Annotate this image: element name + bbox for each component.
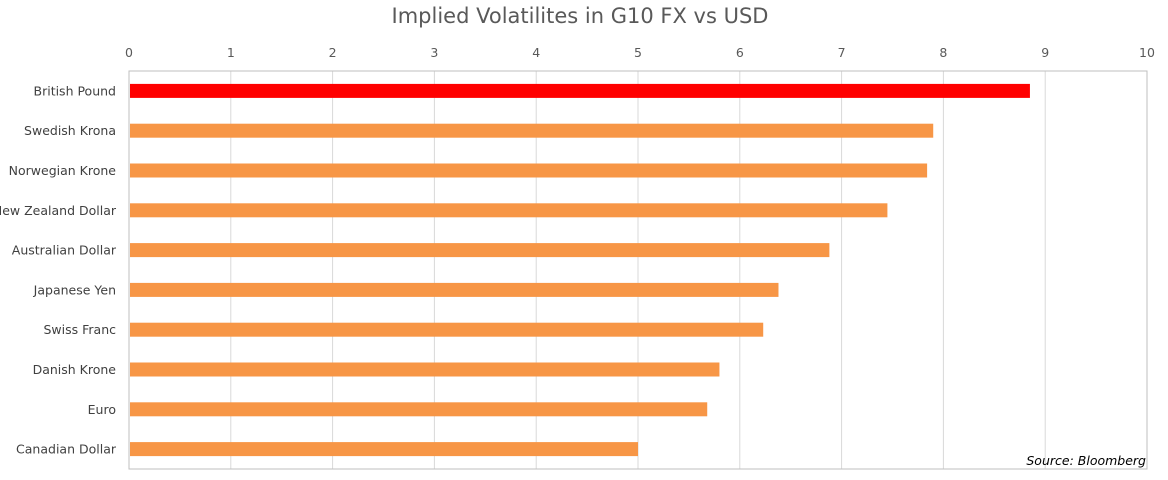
bar [130, 362, 720, 377]
category-label-layer: British Pound Swedish Krona Norwegian Kron… [0, 83, 117, 456]
category-label: Swiss Franc [43, 322, 116, 337]
category-label: Danish Krone [33, 362, 117, 377]
bar [130, 163, 928, 178]
x-tick-label: 9 [1041, 45, 1049, 60]
category-label: Euro [88, 402, 116, 417]
bar [130, 83, 1030, 98]
category-label: British Pound [34, 83, 117, 98]
bar [130, 123, 934, 138]
bar-layer [130, 83, 1030, 457]
x-tick-label: 3 [430, 45, 438, 60]
x-tick-label: 0 [125, 45, 133, 60]
bar [130, 322, 764, 337]
category-label: Japanese Yen [33, 282, 116, 297]
x-tick-label: 8 [939, 45, 947, 60]
category-label: Australian Dollar [12, 243, 117, 258]
x-tick-label: 10 [1139, 45, 1155, 60]
x-tick-label: 7 [838, 45, 846, 60]
x-tick-label: 2 [329, 45, 337, 60]
x-tick-layer: 0 1 2 3 4 5 6 7 8 9 10 [125, 45, 1155, 60]
category-label: Canadian Dollar [16, 442, 117, 457]
category-label: Swedish Krona [24, 123, 116, 138]
chart-title: Implied Volatilites in G10 FX vs USD [391, 4, 769, 28]
source-note: Source: Bloomberg [1026, 453, 1146, 468]
x-tick-label: 6 [736, 45, 744, 60]
bar [130, 282, 779, 297]
bar [130, 203, 888, 218]
category-label: Norwegian Krone [9, 163, 117, 178]
x-tick-label: 5 [634, 45, 642, 60]
x-tick-label: 1 [227, 45, 235, 60]
bar [130, 243, 830, 258]
bar [130, 442, 638, 457]
category-label: New Zealand Dollar [0, 203, 117, 218]
plot-border [128, 70, 1148, 470]
bar [130, 402, 708, 417]
x-tick-label: 4 [532, 45, 540, 60]
